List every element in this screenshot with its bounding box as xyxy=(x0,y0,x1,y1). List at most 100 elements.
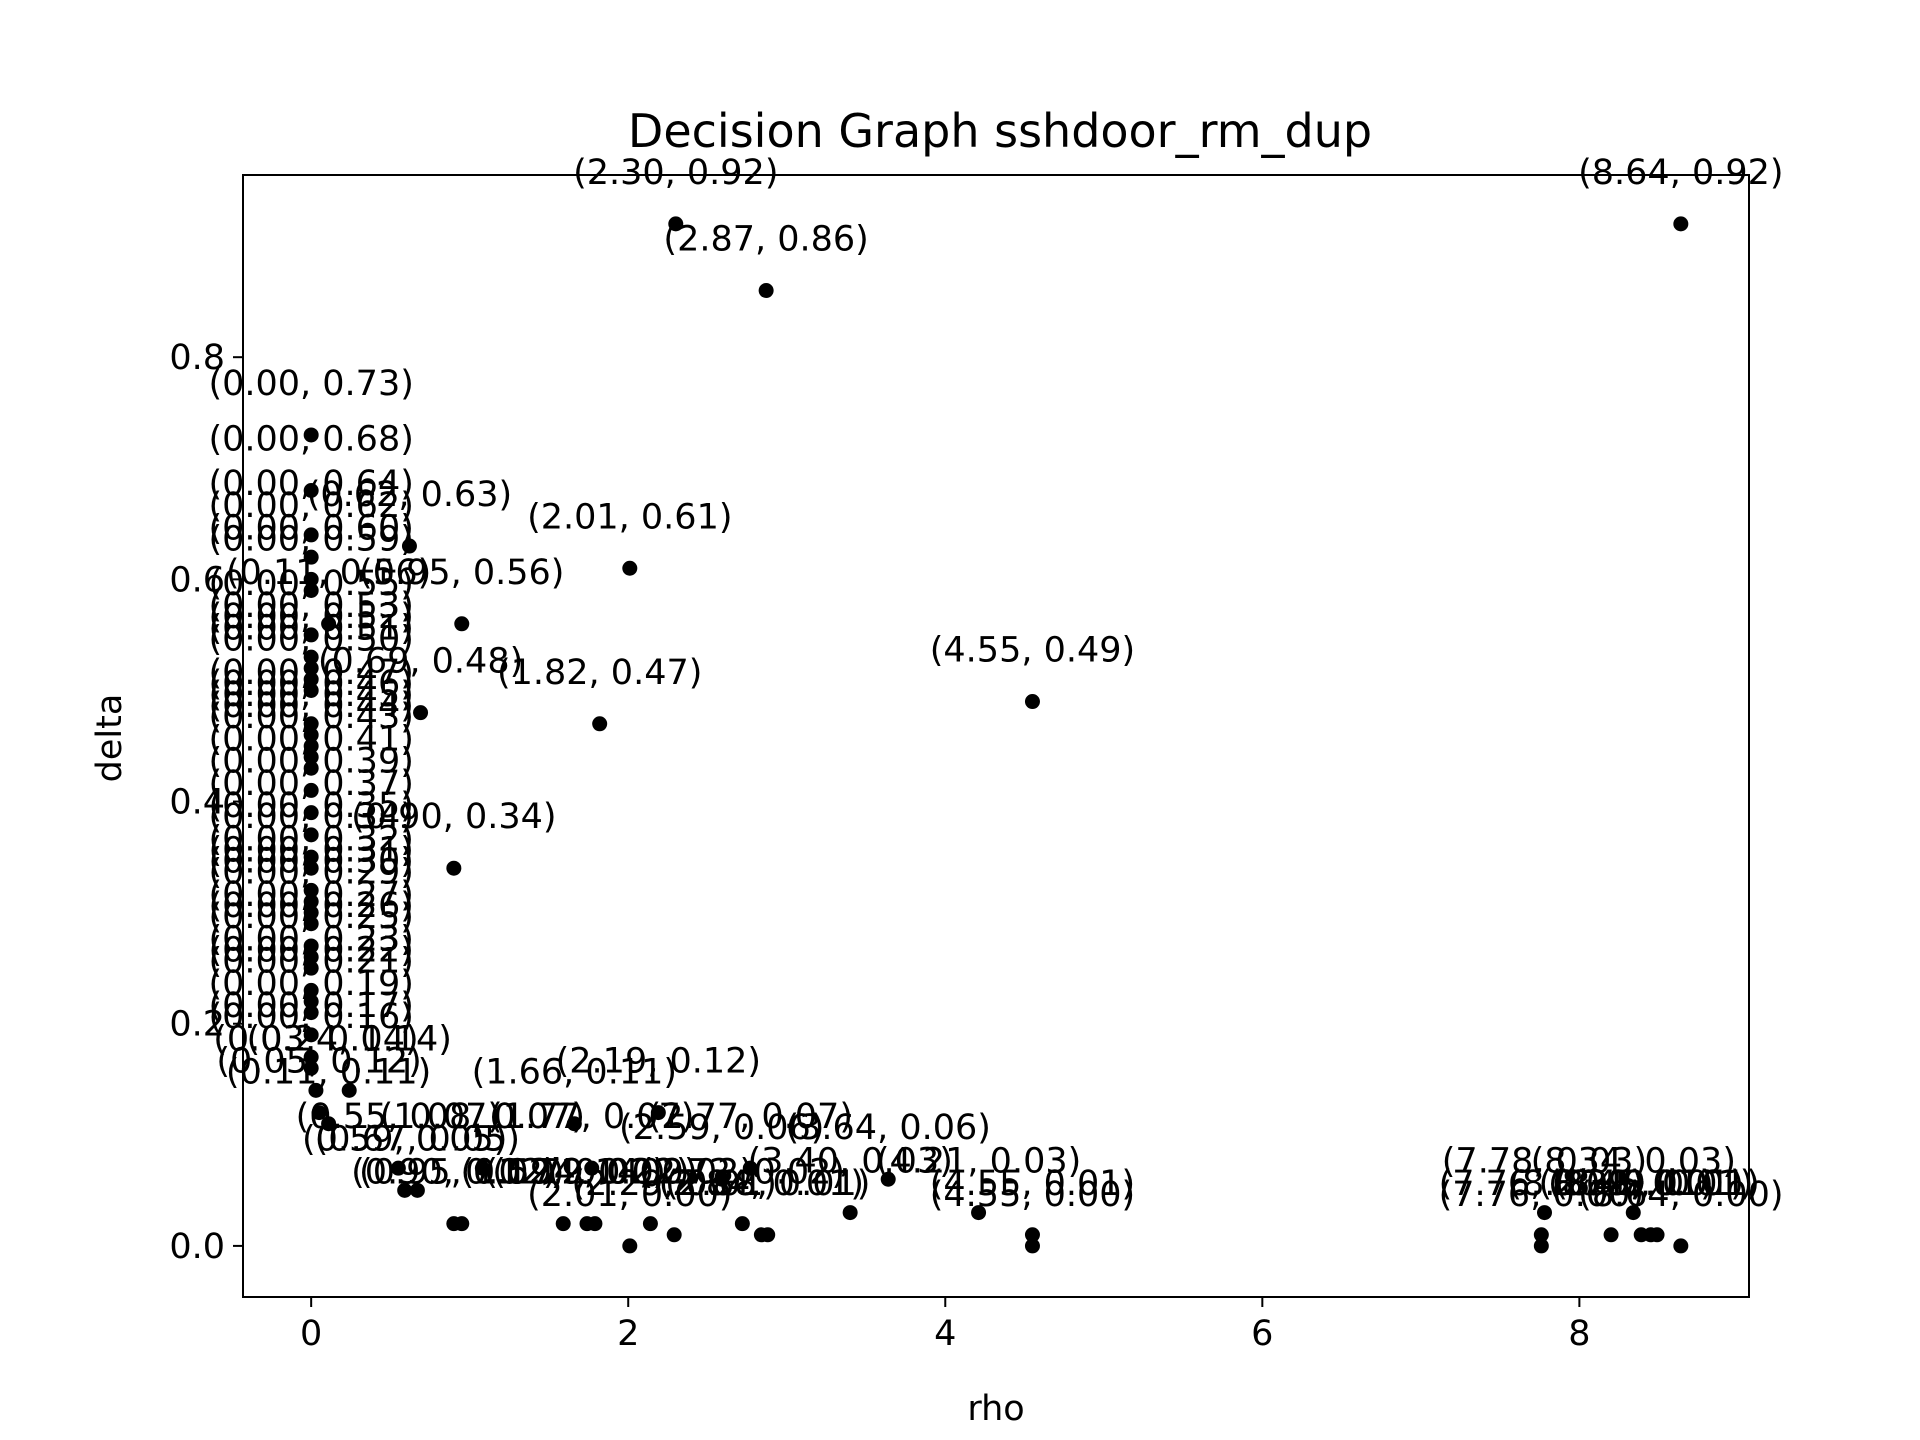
chart-title: Decision Graph sshdoor_rm_dup xyxy=(628,104,1372,158)
data-point xyxy=(303,805,319,821)
data-point xyxy=(592,716,608,732)
y-axis-label: delta xyxy=(90,694,130,783)
point-annotation: (1.08, 0.07) xyxy=(380,1097,585,1137)
data-point xyxy=(1625,1205,1641,1221)
point-annotation: (2.59, 0.06) xyxy=(619,1108,824,1148)
data-point xyxy=(303,905,319,921)
data-point xyxy=(303,994,319,1010)
point-annotation: (4.55, 0.49) xyxy=(930,631,1135,671)
point-annotation: (0.55, 0.07) xyxy=(296,1097,501,1137)
data-point xyxy=(666,1227,682,1243)
point-annotation: (0.90, 0.02) xyxy=(351,1153,556,1193)
data-point xyxy=(760,1227,776,1243)
point-annotation: (8.34, 0.03) xyxy=(1531,1142,1736,1182)
data-point xyxy=(880,1171,896,1187)
data-point xyxy=(303,849,319,865)
data-point xyxy=(303,894,319,910)
point-annotation: (1.74, 0.02) xyxy=(484,1153,689,1193)
y-tick-label: 0.0 xyxy=(169,1227,225,1267)
point-annotation: (0.59, 0.05) xyxy=(302,1119,507,1159)
data-point xyxy=(1603,1227,1619,1243)
data-points-layer xyxy=(303,216,1689,1254)
x-tick-label: 0 xyxy=(300,1314,322,1354)
point-annotation: (0.24, 0.14) xyxy=(247,1019,452,1059)
point-annotation: (8.20, 0.01) xyxy=(1508,1164,1713,1204)
data-point xyxy=(566,1116,582,1132)
data-point xyxy=(303,982,319,998)
data-point xyxy=(454,616,470,632)
data-point xyxy=(1024,1227,1040,1243)
point-annotation: (0.00, 0.73) xyxy=(208,364,413,404)
point-annotation: (0.00, 0.68) xyxy=(208,419,413,459)
y-tick-label: 0.8 xyxy=(169,338,225,378)
point-annotation: (4.55, 0.01) xyxy=(930,1164,1135,1204)
data-point xyxy=(303,760,319,776)
y-tick-label: 0.4 xyxy=(169,783,225,823)
data-point xyxy=(303,882,319,898)
point-annotation: (3.40, 0.03) xyxy=(747,1142,952,1182)
data-point xyxy=(311,1105,327,1121)
data-point xyxy=(303,1049,319,1065)
data-point xyxy=(303,549,319,565)
point-annotation: (2.88, 0.01) xyxy=(665,1164,870,1204)
point-annotation: (1.79, 0.02) xyxy=(492,1153,697,1193)
point-annotation: (2.77, 0.07) xyxy=(648,1097,853,1137)
data-point xyxy=(622,560,638,576)
data-point xyxy=(397,1182,413,1198)
point-annotation: (0.69, 0.48) xyxy=(318,642,523,682)
data-point xyxy=(303,949,319,965)
data-point xyxy=(1024,1238,1040,1254)
data-point xyxy=(714,1171,730,1187)
data-point xyxy=(303,738,319,754)
data-point xyxy=(758,283,774,299)
data-point xyxy=(584,1160,600,1176)
data-point xyxy=(668,216,684,232)
data-point xyxy=(474,1160,490,1176)
data-point xyxy=(321,616,337,632)
point-annotation: (2.84, 0.01) xyxy=(659,1164,864,1204)
data-point xyxy=(390,1160,406,1176)
data-point xyxy=(303,671,319,687)
point-annotation: (0.03, 0.14) xyxy=(213,1019,418,1059)
data-point xyxy=(303,527,319,543)
data-point xyxy=(303,427,319,443)
point-annotation: (2.72, 0.02) xyxy=(640,1153,845,1193)
data-point xyxy=(303,482,319,498)
data-point xyxy=(1673,216,1689,232)
x-axis-label: rho xyxy=(967,1389,1024,1429)
data-point xyxy=(1533,1238,1549,1254)
data-point xyxy=(734,1216,750,1232)
point-annotation: (7.76, 0.01) xyxy=(1439,1164,1644,1204)
point-annotation: (0.95, 0.56) xyxy=(359,553,564,593)
data-point xyxy=(303,582,319,598)
data-point xyxy=(303,1027,319,1043)
point-annotation: (1.82, 0.47) xyxy=(497,653,702,693)
data-point xyxy=(303,682,319,698)
data-point xyxy=(303,649,319,665)
data-point xyxy=(303,827,319,843)
point-annotation: (0.05, 0.12) xyxy=(216,1042,421,1082)
data-point xyxy=(341,1082,357,1098)
data-point xyxy=(1533,1227,1549,1243)
point-annotation: (0.62, 0.63) xyxy=(307,475,512,515)
data-point xyxy=(303,727,319,743)
point-annotation: (4.55, 0.00) xyxy=(930,1175,1135,1215)
data-point xyxy=(1537,1205,1553,1221)
point-annotation: (0.11, 0.56) xyxy=(226,553,431,593)
x-tick-label: 2 xyxy=(617,1314,639,1354)
y-tick-label: 0.6 xyxy=(169,560,225,600)
data-point xyxy=(622,1238,638,1254)
data-point xyxy=(303,1060,319,1076)
data-point xyxy=(1649,1227,1665,1243)
axes-layer: 0 2 4 6 8 0.0 0.2 0.4 0.6 0.8 xyxy=(169,338,1590,1354)
data-point xyxy=(303,716,319,732)
data-point xyxy=(303,627,319,643)
data-point xyxy=(303,1005,319,1021)
x-tick-label: 8 xyxy=(1568,1314,1590,1354)
data-point xyxy=(321,1116,337,1132)
point-annotation: (7.76, 0.00) xyxy=(1439,1175,1644,1215)
data-point xyxy=(842,1205,858,1221)
point-annotation: (4.21, 0.03) xyxy=(876,1142,1081,1182)
